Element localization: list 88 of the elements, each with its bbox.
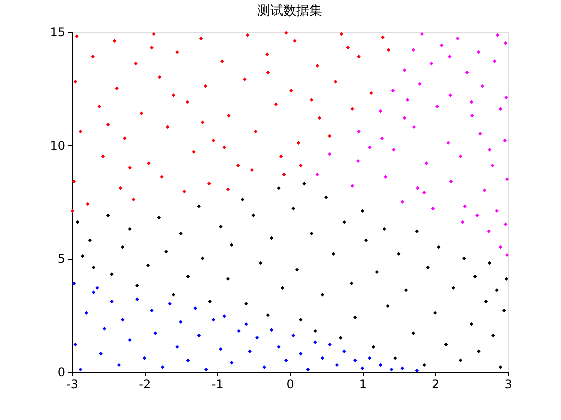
y-tick-label: 15 bbox=[50, 26, 66, 40]
point bbox=[230, 361, 234, 365]
point bbox=[74, 342, 78, 347]
point bbox=[431, 206, 436, 211]
point bbox=[270, 328, 274, 332]
x-tick-label: -3 bbox=[66, 378, 78, 392]
point bbox=[255, 336, 260, 340]
point bbox=[136, 298, 140, 302]
point bbox=[463, 204, 467, 208]
y-tick-label: 5 bbox=[58, 252, 66, 266]
point bbox=[222, 314, 226, 318]
point bbox=[400, 200, 405, 204]
point bbox=[504, 96, 508, 100]
point bbox=[277, 345, 281, 349]
point bbox=[92, 290, 96, 295]
point bbox=[299, 352, 303, 356]
point bbox=[449, 180, 454, 184]
point bbox=[378, 363, 383, 368]
point bbox=[96, 286, 100, 290]
point bbox=[316, 172, 320, 177]
point bbox=[219, 347, 223, 352]
point bbox=[150, 308, 154, 313]
x-tick-label: -2 bbox=[139, 378, 152, 392]
y-tick-label: 0 bbox=[58, 366, 66, 380]
point bbox=[415, 368, 420, 373]
point bbox=[412, 48, 416, 52]
point bbox=[284, 358, 288, 363]
point bbox=[237, 329, 242, 334]
point bbox=[244, 322, 248, 326]
point bbox=[392, 148, 396, 152]
point bbox=[160, 366, 165, 370]
point bbox=[110, 300, 114, 304]
point bbox=[204, 368, 208, 372]
point bbox=[142, 356, 147, 360]
point bbox=[402, 116, 407, 120]
point bbox=[99, 352, 103, 356]
point bbox=[504, 41, 508, 46]
point bbox=[498, 107, 503, 111]
point bbox=[461, 220, 465, 224]
point bbox=[487, 230, 491, 234]
point bbox=[424, 162, 428, 166]
point bbox=[495, 209, 499, 213]
x-tick-label: 1 bbox=[359, 378, 367, 392]
point bbox=[368, 356, 372, 360]
point bbox=[488, 148, 492, 152]
point bbox=[496, 34, 500, 38]
x-tick-label: 0 bbox=[286, 378, 294, 392]
point bbox=[440, 44, 444, 48]
point bbox=[360, 366, 365, 370]
point bbox=[418, 82, 422, 86]
point bbox=[416, 186, 420, 190]
point bbox=[102, 327, 107, 331]
point bbox=[504, 222, 508, 227]
point bbox=[380, 136, 384, 140]
point bbox=[72, 282, 76, 286]
x-tick-label: -1 bbox=[212, 378, 224, 392]
point bbox=[120, 318, 125, 322]
point bbox=[357, 130, 361, 134]
point bbox=[448, 55, 452, 59]
chart-title: 测试数据集 bbox=[258, 4, 322, 19]
point bbox=[391, 89, 396, 93]
x-tick-label: 2 bbox=[432, 378, 440, 392]
point bbox=[328, 152, 332, 156]
point bbox=[456, 36, 460, 41]
point bbox=[320, 356, 325, 360]
y-tick-label: 10 bbox=[50, 138, 66, 153]
point bbox=[480, 84, 484, 88]
point bbox=[503, 138, 507, 143]
point bbox=[436, 104, 440, 109]
point bbox=[368, 146, 372, 150]
x-tick-label: 3 bbox=[504, 378, 512, 392]
point bbox=[354, 358, 358, 363]
point bbox=[400, 366, 405, 370]
point bbox=[402, 68, 407, 72]
point bbox=[406, 98, 410, 102]
point bbox=[378, 109, 383, 114]
point bbox=[446, 141, 450, 145]
point bbox=[384, 175, 388, 179]
point bbox=[175, 345, 180, 349]
point bbox=[422, 191, 426, 195]
point bbox=[350, 184, 354, 188]
point bbox=[179, 320, 183, 324]
point bbox=[470, 114, 474, 118]
point bbox=[212, 318, 216, 322]
point bbox=[292, 334, 296, 338]
point bbox=[128, 338, 132, 342]
point bbox=[328, 342, 332, 347]
point bbox=[477, 50, 481, 54]
